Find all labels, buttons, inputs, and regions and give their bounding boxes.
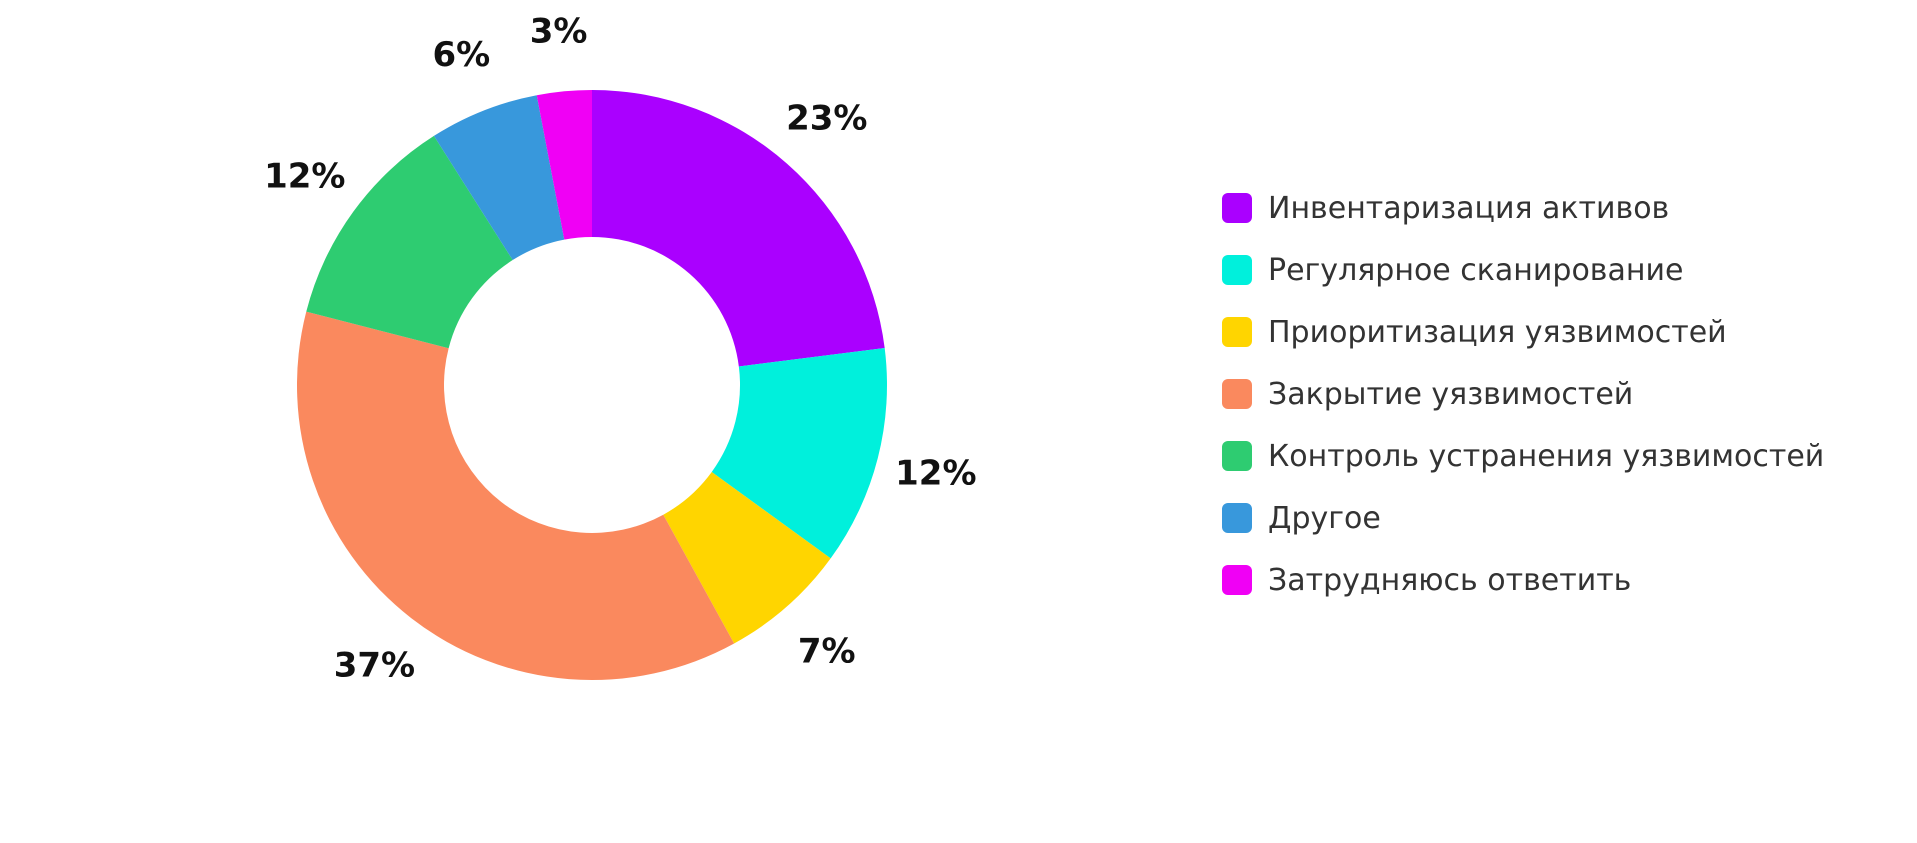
legend-label-0: Инвентаризация активов: [1268, 190, 1670, 226]
legend-label-3: Закрытие уязвимостей: [1268, 376, 1634, 412]
legend-swatch-0: [1222, 193, 1252, 223]
slice-value-label-1: 12%: [895, 453, 976, 493]
legend-item-0: Инвентаризация активов: [1222, 177, 1824, 239]
slice-value-label-2: 7%: [798, 631, 856, 671]
legend-swatch-4: [1222, 441, 1252, 471]
legend-swatch-3: [1222, 379, 1252, 409]
legend-item-2: Приоритизация уязвимостей: [1222, 301, 1824, 363]
legend-item-5: Другое: [1222, 487, 1824, 549]
legend-item-3: Закрытие уязвимостей: [1222, 363, 1824, 425]
legend-item-1: Регулярное сканирование: [1222, 239, 1824, 301]
pie-slice-3: [297, 311, 735, 680]
legend-item-6: Затрудняюсь ответить: [1222, 549, 1824, 611]
pie-slice-0: [592, 90, 885, 367]
pie-slice-6: [536, 90, 592, 240]
legend-swatch-6: [1222, 565, 1252, 595]
legend-label-5: Другое: [1268, 500, 1381, 536]
legend-swatch-1: [1222, 255, 1252, 285]
pie-slice-5: [433, 95, 565, 261]
legend-label-6: Затрудняюсь ответить: [1268, 562, 1632, 598]
pie-slice-1: [711, 348, 887, 559]
chart-legend: Инвентаризация активов Регулярное сканиро…: [1222, 177, 1824, 611]
legend-swatch-5: [1222, 503, 1252, 533]
slice-value-label-3: 37%: [334, 646, 415, 686]
slice-value-label-5: 6%: [432, 35, 490, 75]
legend-label-2: Приоритизация уязвимостей: [1268, 314, 1727, 350]
pie-slice-2: [663, 471, 831, 644]
pie-slice-4: [306, 135, 513, 349]
legend-item-4: Контроль устранения уязвимостей: [1222, 425, 1824, 487]
legend-label-1: Регулярное сканирование: [1268, 252, 1684, 288]
legend-swatch-2: [1222, 317, 1252, 347]
slice-value-label-6: 3%: [530, 12, 588, 52]
slice-value-label-0: 23%: [786, 99, 867, 139]
slice-value-label-4: 12%: [264, 156, 345, 196]
legend-label-4: Контроль устранения уязвимостей: [1268, 438, 1825, 474]
